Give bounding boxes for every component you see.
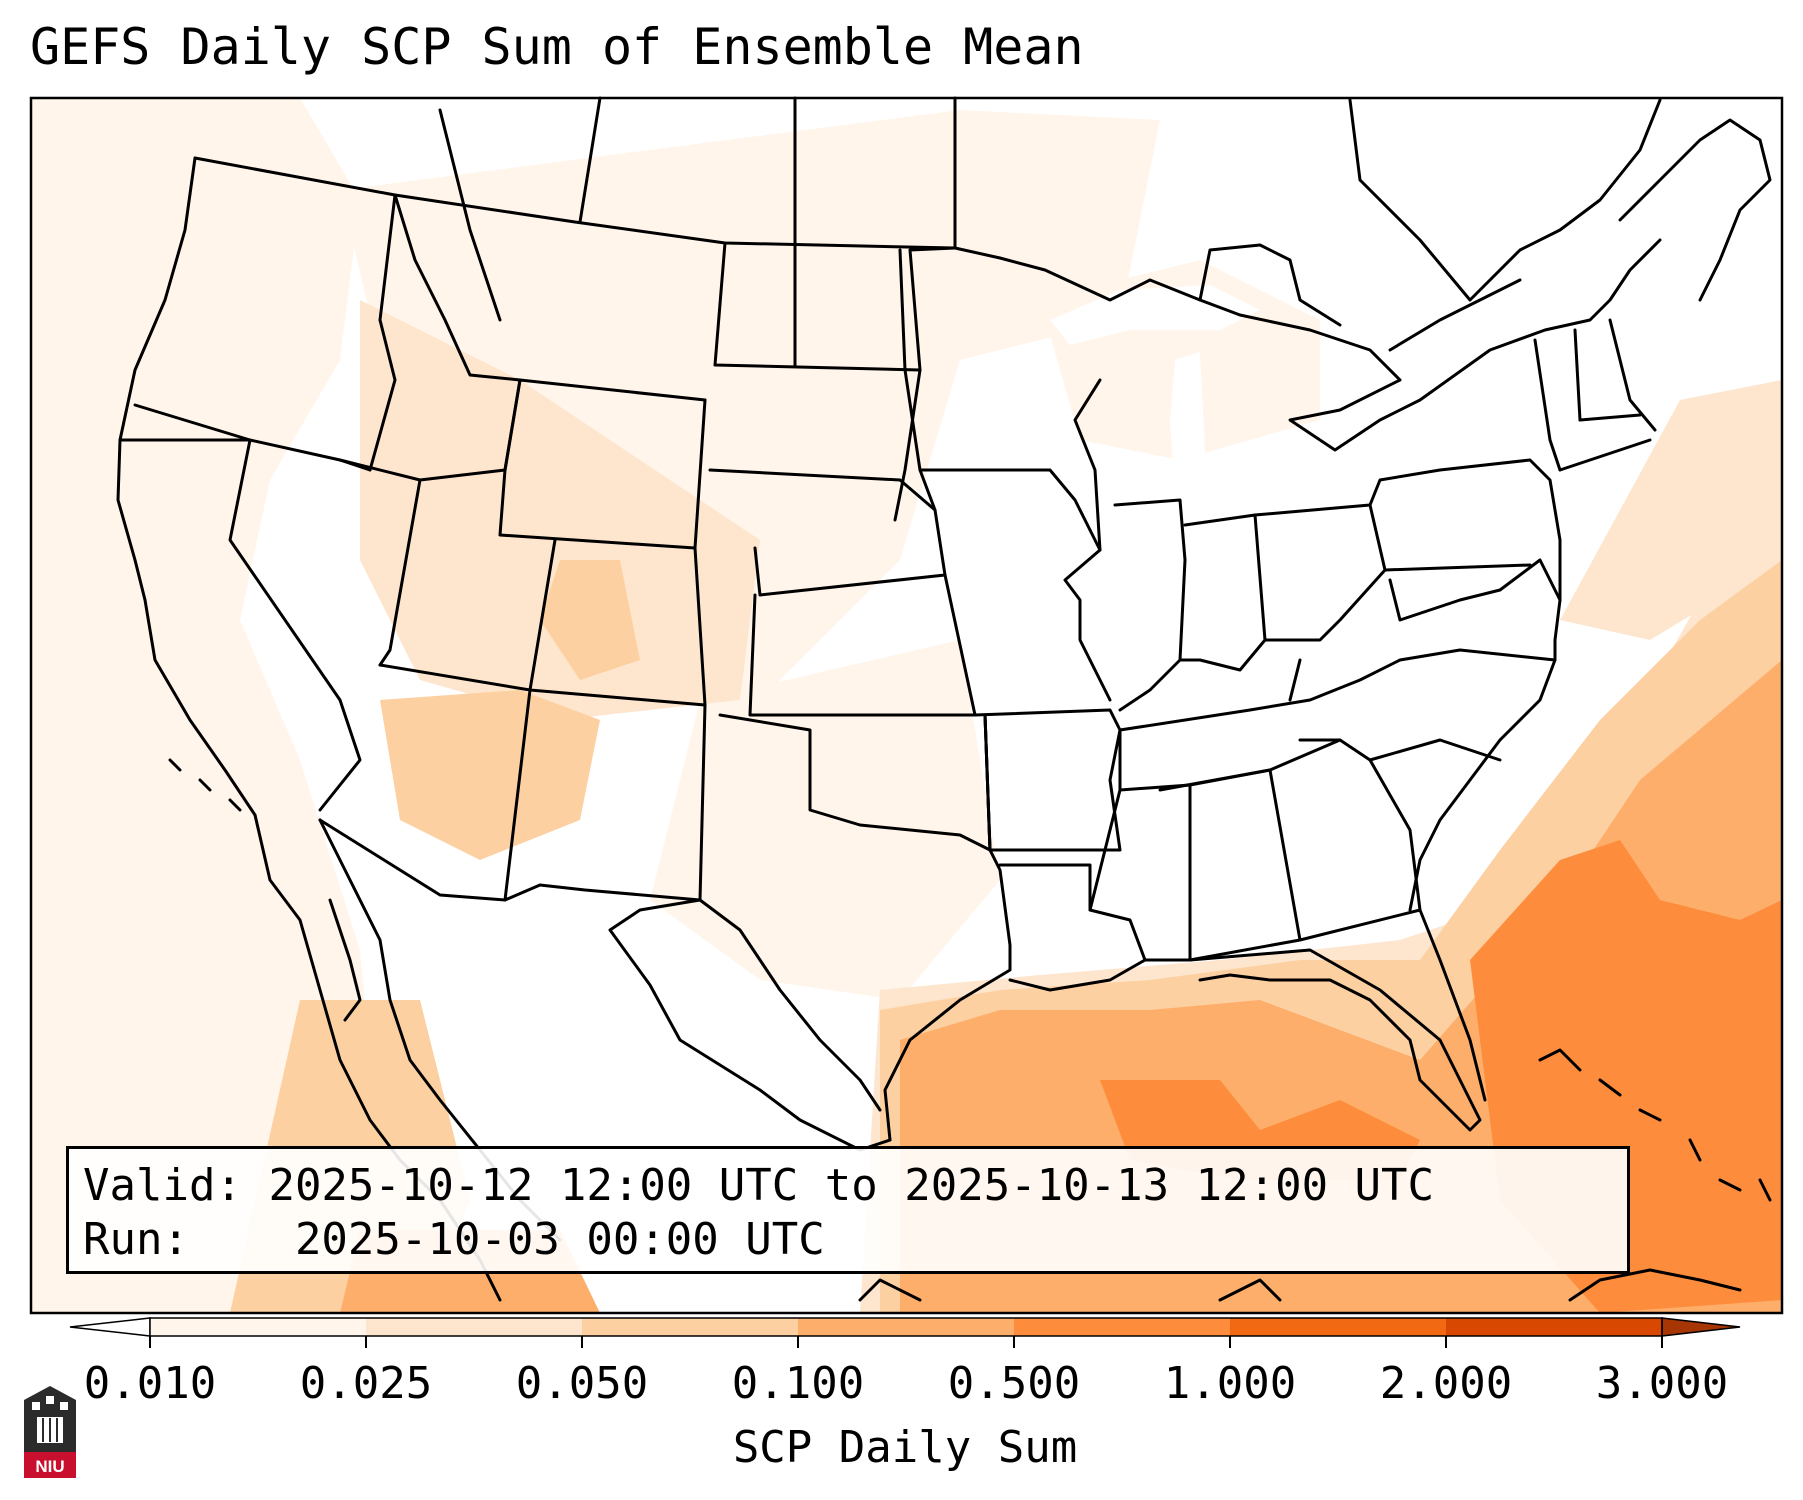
colorbar-over-arrow — [1661, 1317, 1741, 1337]
colorbar-label: SCP Daily Sum — [732, 1422, 1078, 1473]
page-title: GEFS Daily SCP Sum of Ensemble Mean — [30, 18, 1084, 76]
boundaries — [116, 96, 1772, 1302]
colorbar-tick-label: 1.000 — [1163, 1358, 1297, 1409]
valid-label: Valid: — [83, 1160, 242, 1211]
scp-region-northeast-band — [1560, 380, 1782, 640]
colorbar-seg-4 — [1014, 1318, 1230, 1336]
colorbar-tick-label: 0.050 — [515, 1358, 649, 1409]
scp-region-west-coast — [31, 98, 380, 1313]
colorbar-tick-label: 3.000 — [1595, 1358, 1729, 1409]
colorbar-seg-0 — [150, 1318, 366, 1336]
colorbar-seg-2 — [582, 1318, 798, 1336]
colorbar-tick-label: 0.500 — [947, 1358, 1081, 1409]
logo-text: NIU — [35, 1457, 64, 1476]
colorbar-tick-label: 0.100 — [731, 1358, 865, 1409]
scp-region-southwest — [380, 690, 600, 860]
colorbar-seg-5 — [1230, 1318, 1446, 1336]
colorbar-seg-6 — [1446, 1318, 1662, 1336]
colorbar-seg-1 — [366, 1318, 582, 1336]
colorbar-tick-label: 2.000 — [1379, 1358, 1513, 1409]
lake-superior — [1050, 285, 1260, 345]
west-coast — [116, 156, 257, 817]
niu-logo-icon: NIU — [24, 1386, 76, 1478]
scp-region-mountain — [360, 300, 760, 720]
colorbar — [69, 1317, 1741, 1348]
valid-value: 2025-10-12 12:00 UTC to 2025-10-13 12:00… — [268, 1160, 1435, 1211]
validity-box: Valid: 2025-10-12 12:00 UTC to 2025-10-1… — [66, 1146, 1630, 1274]
colorbar-under-arrow — [69, 1317, 151, 1337]
run-label: Run: — [83, 1214, 189, 1265]
run-value: 2025-10-03 00:00 UTC — [294, 1214, 825, 1265]
colorbar-tick-label: 0.010 — [83, 1358, 217, 1409]
colorbar-seg-3 — [798, 1318, 1014, 1336]
lake-michigan — [1170, 352, 1205, 520]
scp-region-colorado — [540, 560, 640, 680]
colorbar-tick-label: 0.025 — [299, 1358, 433, 1409]
map-frame — [29, 96, 1784, 1315]
scp-region-plains — [650, 640, 1000, 1000]
